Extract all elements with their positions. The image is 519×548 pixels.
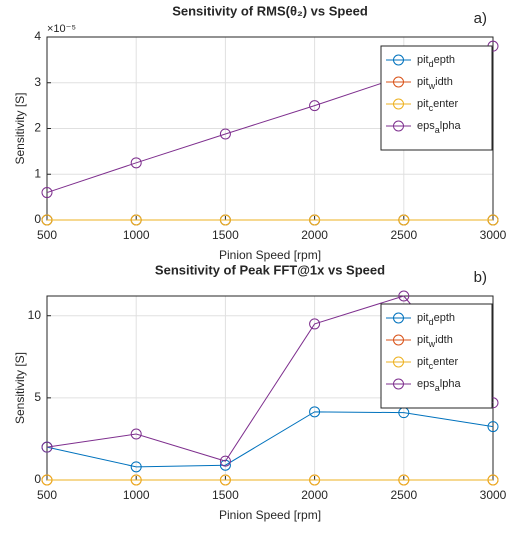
marker bbox=[219, 455, 231, 467]
legend-label: pitcenter bbox=[417, 98, 459, 113]
marker bbox=[487, 214, 499, 226]
legend-label: pitcenter bbox=[417, 356, 459, 371]
legend-label: epsalpha bbox=[417, 120, 461, 135]
chart-title: Sensitivity of RMS(θ₂) vs Speed bbox=[172, 3, 368, 18]
marker bbox=[130, 428, 142, 440]
marker bbox=[309, 100, 321, 112]
legend-marker bbox=[393, 76, 404, 88]
marker bbox=[219, 474, 231, 486]
x-tick-label: 2500 bbox=[390, 228, 417, 242]
chart-title: Sensitivity of Peak FFT@1x vs Speed bbox=[155, 262, 385, 277]
marker bbox=[398, 474, 410, 486]
y-tick-label: 0 bbox=[34, 472, 41, 486]
marker bbox=[41, 474, 53, 486]
legend-marker bbox=[393, 98, 404, 110]
marker bbox=[487, 421, 499, 433]
marker bbox=[130, 461, 142, 473]
y-axis-label: Sensitivity [S] bbox=[13, 92, 27, 164]
legend-label: pitdepth bbox=[417, 54, 455, 69]
x-tick-label: 2500 bbox=[390, 488, 417, 502]
marker bbox=[130, 214, 142, 226]
legend-marker bbox=[393, 334, 404, 346]
x-tick-label: 3000 bbox=[480, 228, 507, 242]
marker bbox=[130, 474, 142, 486]
y-tick-label: 2 bbox=[34, 121, 41, 135]
legend-label: pitdepth bbox=[417, 312, 455, 327]
y-tick-label: 3 bbox=[34, 75, 41, 89]
marker bbox=[398, 214, 410, 226]
x-tick-label: 2000 bbox=[301, 488, 328, 502]
x-tick-label: 3000 bbox=[480, 488, 507, 502]
marker bbox=[487, 474, 499, 486]
marker bbox=[309, 474, 321, 486]
marker bbox=[309, 318, 321, 330]
legend-marker bbox=[393, 378, 404, 390]
x-axis-label: Pinion Speed [rpm] bbox=[219, 248, 321, 262]
marker bbox=[219, 214, 231, 226]
corner-label: a) bbox=[474, 10, 487, 27]
marker bbox=[41, 187, 53, 199]
legend: pitdepth pitwidth pitcenter epsalpha bbox=[380, 303, 493, 409]
y-exponent: ×10⁻⁵ bbox=[47, 23, 76, 35]
legend-box bbox=[380, 45, 493, 151]
legend: pitdepth pitwidth pitcenter epsalpha bbox=[380, 45, 493, 151]
marker bbox=[41, 214, 53, 226]
x-tick-label: 1500 bbox=[212, 228, 239, 242]
corner-label: b) bbox=[474, 269, 487, 286]
legend-marker bbox=[393, 312, 404, 324]
x-tick-label: 500 bbox=[37, 228, 57, 242]
legend-label: epsalpha bbox=[417, 378, 461, 393]
series-line bbox=[46, 411, 494, 468]
y-tick-label: 10 bbox=[28, 308, 42, 322]
x-tick-label: 1000 bbox=[123, 488, 150, 502]
marker bbox=[309, 214, 321, 226]
legend-marker bbox=[393, 356, 404, 368]
legend-label: pitwidth bbox=[417, 334, 453, 349]
legend-marker bbox=[393, 54, 404, 66]
y-tick-label: 5 bbox=[34, 390, 41, 404]
marker bbox=[130, 157, 142, 169]
y-tick-label: 1 bbox=[34, 166, 41, 180]
y-axis-label: Sensitivity [S] bbox=[13, 352, 27, 424]
marker bbox=[309, 406, 321, 418]
marker bbox=[219, 128, 231, 140]
y-tick-label: 0 bbox=[34, 212, 41, 226]
x-tick-label: 1500 bbox=[212, 488, 239, 502]
x-axis-label: Pinion Speed [rpm] bbox=[219, 508, 321, 522]
legend-label: pitwidth bbox=[417, 76, 453, 91]
x-tick-label: 2000 bbox=[301, 228, 328, 242]
marker bbox=[41, 441, 53, 453]
legend-marker bbox=[393, 120, 404, 132]
x-tick-label: 500 bbox=[37, 488, 57, 502]
x-tick-label: 1000 bbox=[123, 228, 150, 242]
marker bbox=[398, 290, 410, 302]
legend-box bbox=[380, 303, 493, 409]
y-tick-label: 4 bbox=[34, 29, 41, 43]
